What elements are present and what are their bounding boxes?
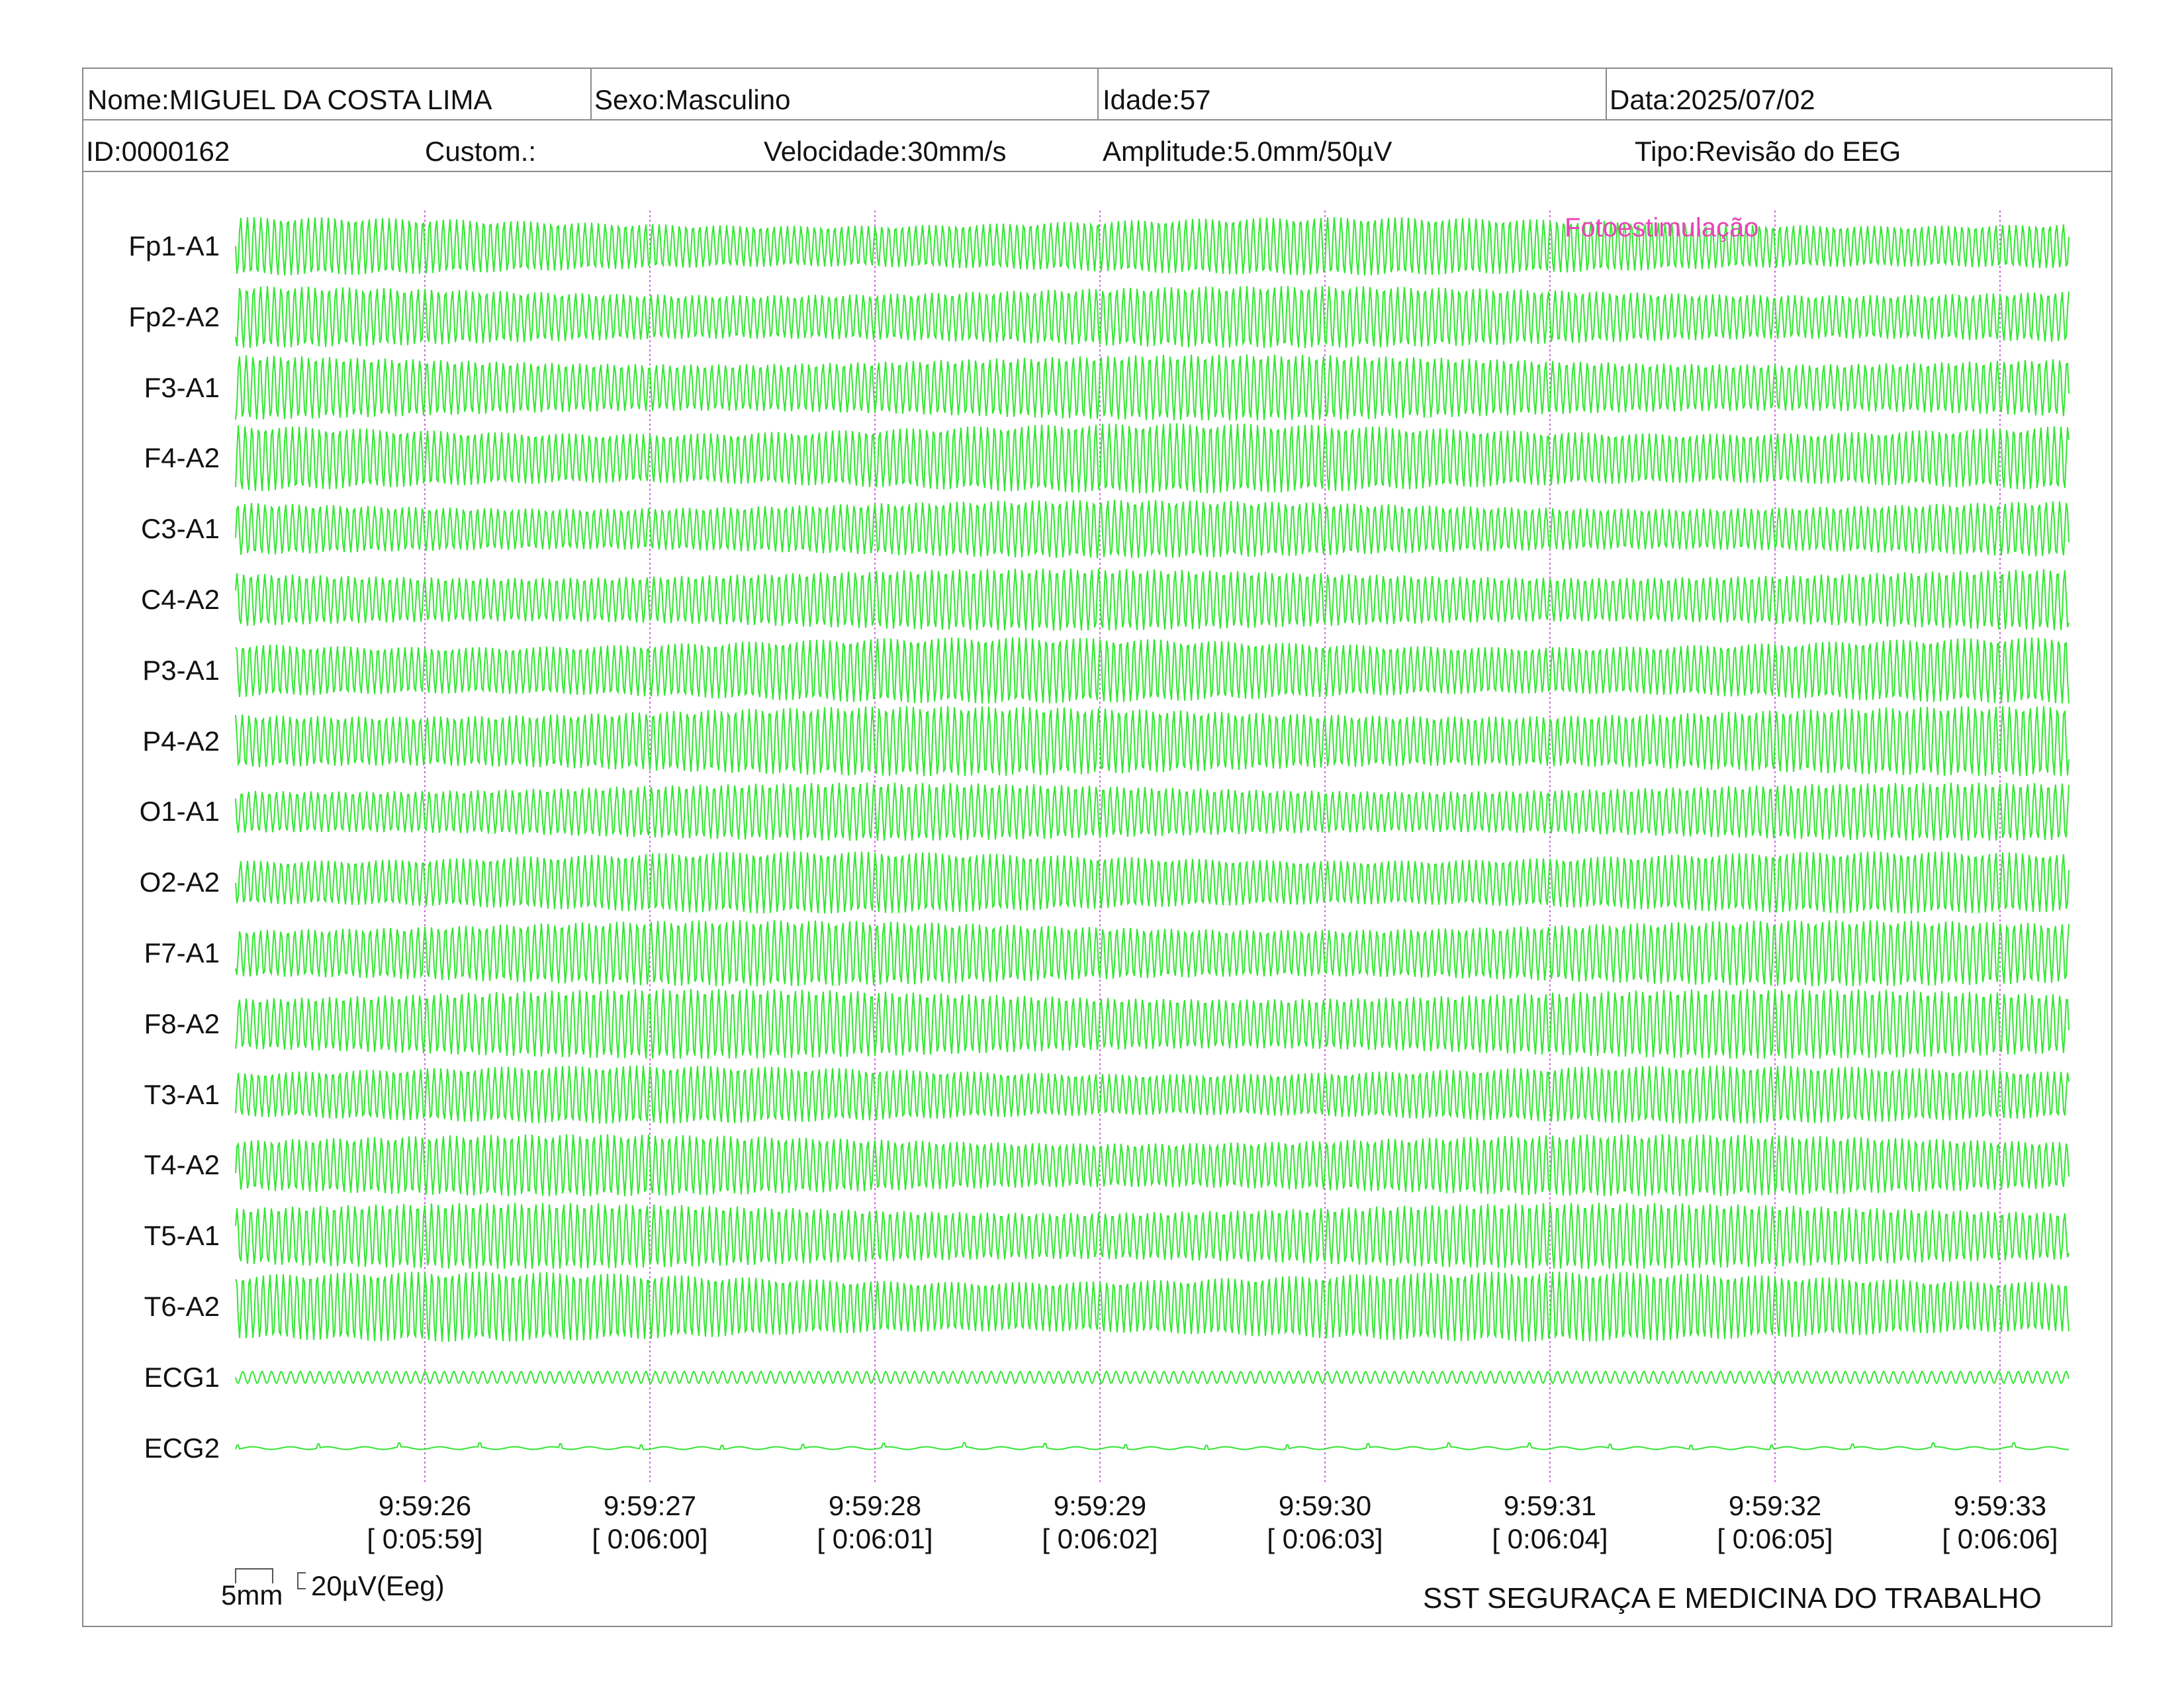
channel-label: F7-A1: [144, 937, 220, 968]
elapsed-time: [ 0:05:59]: [367, 1523, 483, 1554]
time-mark-label: 9:59:28[ 0:06:01]: [796, 1489, 954, 1556]
channel-trace: [235, 851, 2070, 914]
time-mark-label: 9:59:33[ 0:06:06]: [1921, 1489, 2079, 1556]
channel-trace: [235, 1134, 2070, 1197]
elapsed-time: [ 0:06:04]: [1492, 1523, 1608, 1554]
channel-label: F8-A2: [144, 1008, 220, 1039]
channel-label: C3-A1: [140, 513, 220, 545]
channel-trace: [235, 1272, 2070, 1342]
channel-label: T5-A1: [144, 1220, 220, 1252]
channel-trace: [235, 988, 2070, 1059]
amplitude-scale-bar: [297, 1572, 306, 1589]
time-mark-label: 9:59:32[ 0:06:05]: [1696, 1489, 1854, 1556]
elapsed-time: [ 0:06:06]: [1942, 1523, 2058, 1554]
channel-trace: [235, 285, 2070, 348]
patient-name: Nome:MIGUEL DA COSTA LIMA: [87, 84, 492, 115]
clock-time: 9:59:26: [378, 1490, 472, 1521]
channel-label: F3-A1: [144, 371, 220, 403]
elapsed-time: [ 0:06:01]: [817, 1523, 933, 1554]
time-mark-label: 9:59:29[ 0:06:02]: [1021, 1489, 1179, 1556]
channel-label: ECG2: [144, 1432, 220, 1464]
channel-label: Fp2-A2: [128, 301, 220, 332]
header-col-divider: [590, 69, 592, 120]
header-col-divider: [1097, 69, 1099, 120]
channel-label: T4-A2: [144, 1149, 220, 1181]
channel-trace: [235, 568, 2070, 631]
clock-time: 9:59:28: [828, 1490, 922, 1521]
time-mark-label: 9:59:30[ 0:06:03]: [1246, 1489, 1404, 1556]
patient-age: Idade:57: [1103, 84, 1211, 115]
elapsed-time: [ 0:06:03]: [1267, 1523, 1383, 1554]
elapsed-time: [ 0:06:02]: [1042, 1523, 1158, 1554]
channel-trace: [235, 423, 2070, 494]
channel-label: Fp1-A1: [128, 230, 220, 261]
clock-time: 9:59:27: [603, 1490, 697, 1521]
footer-organization: SST SEGURAÇA E MEDICINA DO TRABALHO: [1423, 1582, 2042, 1615]
time-scale-label: 5mm: [221, 1579, 283, 1611]
channel-trace: [235, 1203, 2070, 1269]
channel-trace: [235, 216, 2070, 276]
channel-trace: [235, 500, 2070, 559]
time-mark-label: 9:59:31[ 0:06:04]: [1471, 1489, 1629, 1556]
channel-label: F4-A2: [144, 442, 220, 474]
clock-time: 9:59:33: [1953, 1490, 2047, 1521]
channel-label: O2-A2: [139, 867, 220, 898]
channel-label: P4-A2: [142, 725, 220, 757]
custom-field: Custom.:: [425, 136, 537, 167]
amplitude-scale-label: 20µV(Eeg): [311, 1570, 445, 1601]
channel-trace: [235, 920, 2070, 987]
exam-type: Tipo:Revisão do EEG: [1635, 136, 1901, 167]
elapsed-time: [ 0:06:00]: [592, 1523, 708, 1554]
photostimulation-event-label: Fotoestimulação: [1565, 213, 1759, 242]
clock-time: 9:59:30: [1278, 1490, 1372, 1521]
channel-trace: [235, 1442, 2069, 1450]
channel-trace: [235, 1065, 2070, 1124]
elapsed-time: [ 0:06:05]: [1717, 1523, 1833, 1554]
channel-trace: [235, 782, 2070, 841]
patient-sex: Sexo:Masculino: [594, 84, 791, 115]
patient-id: ID:0000162: [86, 136, 230, 167]
recording-amplitude: Amplitude:5.0mm/50µV: [1103, 136, 1392, 167]
header-divider-2: [83, 171, 2111, 172]
channel-label: P3-A1: [142, 654, 220, 686]
channel-trace: [235, 706, 2070, 776]
channel-label: T3-A1: [144, 1078, 220, 1110]
channel-trace: [235, 354, 2070, 421]
channel-trace: [235, 637, 2070, 704]
channel-label: C4-A2: [140, 584, 220, 615]
header-col-divider: [1606, 69, 1607, 120]
channel-trace: [235, 1370, 2070, 1385]
clock-time: 9:59:31: [1503, 1490, 1597, 1521]
channel-label: ECG1: [144, 1361, 220, 1393]
time-mark-label: 9:59:27[ 0:06:00]: [570, 1489, 729, 1556]
time-mark-label: 9:59:26[ 0:05:59]: [345, 1489, 504, 1556]
report-frame: [82, 68, 2113, 1627]
recording-speed: Velocidade:30mm/s: [764, 136, 1007, 167]
clock-time: 9:59:32: [1728, 1490, 1822, 1521]
exam-date: Data:2025/07/02: [1610, 84, 1815, 115]
channel-label: O1-A1: [139, 796, 220, 827]
channel-label: T6-A2: [144, 1291, 220, 1322]
clock-time: 9:59:29: [1053, 1490, 1147, 1521]
time-scale-bar: [235, 1568, 273, 1583]
